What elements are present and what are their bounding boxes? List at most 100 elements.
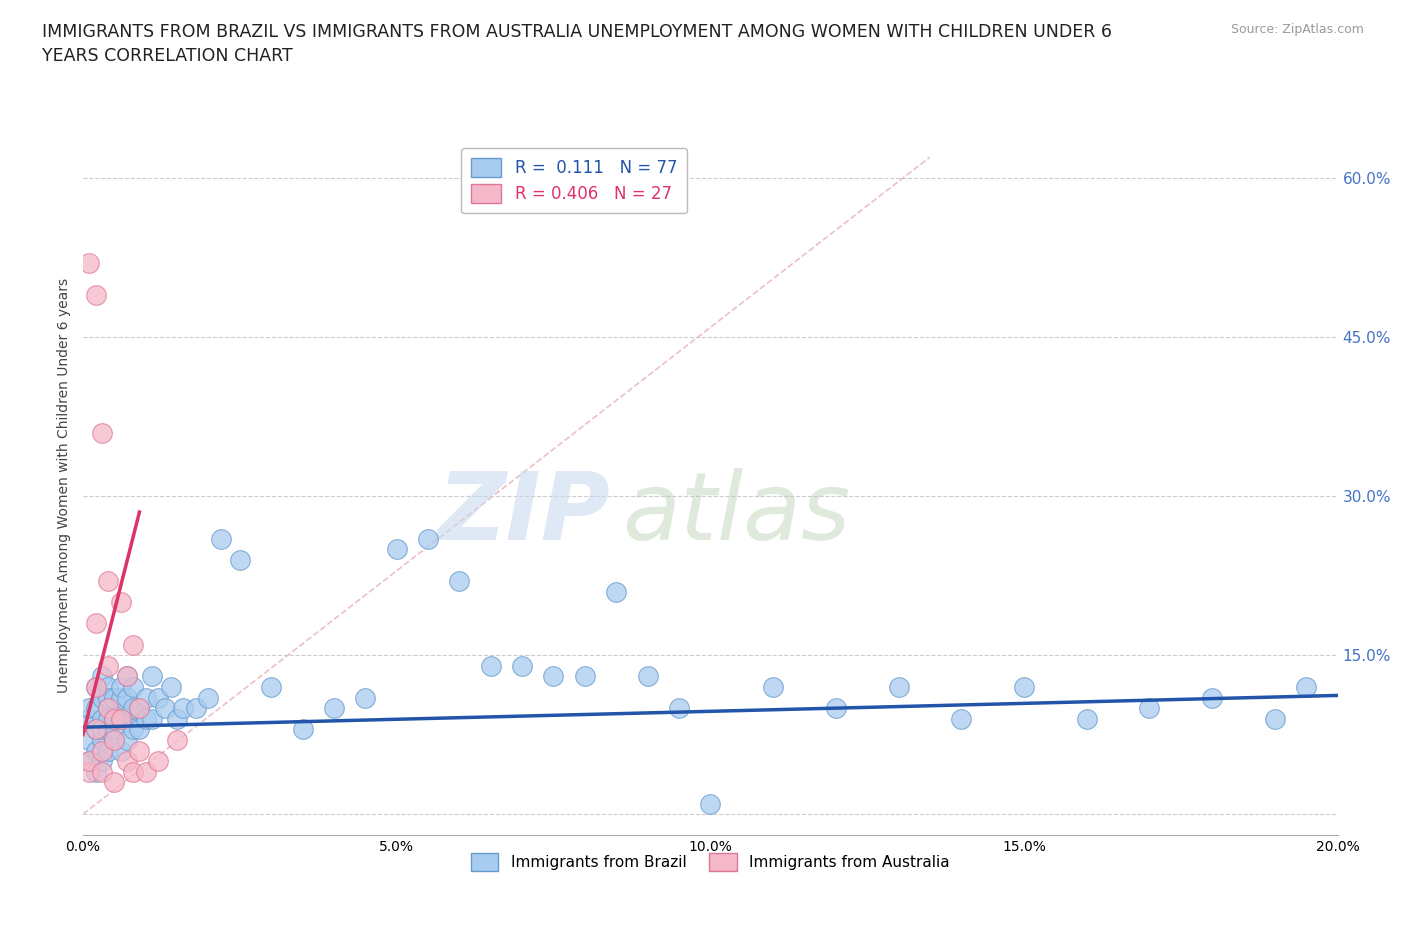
Text: atlas: atlas: [623, 468, 851, 559]
Point: [103, 775, 125, 790]
Point: [115, 669, 138, 684]
Point: [110, 680, 132, 695]
Point: [77, 753, 100, 768]
Point: [510, 658, 533, 673]
Point: [103, 733, 125, 748]
Point: [77, 764, 100, 779]
Point: [229, 552, 252, 567]
Point: [90, 722, 112, 737]
Point: [159, 680, 181, 695]
Point: [77, 733, 100, 748]
Point: [110, 690, 132, 705]
Point: [637, 669, 659, 684]
Point: [84, 764, 107, 779]
Point: [97, 743, 120, 758]
Point: [668, 700, 690, 715]
Point: [97, 680, 120, 695]
Point: [166, 711, 188, 726]
Point: [141, 711, 163, 726]
Point: [128, 722, 150, 737]
Point: [103, 711, 125, 726]
Point: [90, 753, 112, 768]
Point: [135, 711, 157, 726]
Point: [1264, 711, 1286, 726]
Point: [122, 680, 145, 695]
Text: ZIP: ZIP: [437, 468, 610, 560]
Point: [1201, 690, 1223, 705]
Point: [77, 256, 100, 271]
Point: [141, 669, 163, 684]
Point: [115, 690, 138, 705]
Point: [77, 711, 100, 726]
Point: [90, 733, 112, 748]
Point: [84, 680, 107, 695]
Point: [90, 743, 112, 758]
Y-axis label: Unemployment Among Women with Children Under 6 years: Unemployment Among Women with Children U…: [58, 278, 72, 693]
Point: [543, 669, 565, 684]
Text: Source: ZipAtlas.com: Source: ZipAtlas.com: [1230, 23, 1364, 36]
Point: [97, 700, 120, 715]
Point: [90, 425, 112, 440]
Point: [103, 690, 125, 705]
Point: [122, 700, 145, 715]
Point: [103, 711, 125, 726]
Point: [128, 743, 150, 758]
Point: [260, 680, 283, 695]
Point: [1139, 700, 1161, 715]
Point: [416, 531, 439, 546]
Point: [110, 711, 132, 726]
Point: [322, 700, 344, 715]
Point: [153, 700, 176, 715]
Point: [148, 753, 170, 768]
Point: [84, 616, 107, 631]
Text: IMMIGRANTS FROM BRAZIL VS IMMIGRANTS FROM AUSTRALIA UNEMPLOYMENT AMONG WOMEN WIT: IMMIGRANTS FROM BRAZIL VS IMMIGRANTS FRO…: [42, 23, 1112, 65]
Point: [605, 584, 627, 599]
Point: [197, 690, 219, 705]
Point: [699, 796, 721, 811]
Point: [172, 700, 194, 715]
Point: [97, 700, 120, 715]
Point: [115, 711, 138, 726]
Point: [184, 700, 207, 715]
Point: [1295, 680, 1317, 695]
Point: [824, 700, 846, 715]
Point: [84, 722, 107, 737]
Point: [97, 722, 120, 737]
Point: [97, 690, 120, 705]
Point: [122, 722, 145, 737]
Point: [90, 669, 112, 684]
Point: [90, 764, 112, 779]
Point: [122, 764, 145, 779]
Point: [115, 669, 138, 684]
Point: [103, 733, 125, 748]
Point: [90, 690, 112, 705]
Point: [135, 764, 157, 779]
Point: [84, 680, 107, 695]
Point: [110, 743, 132, 758]
Point: [354, 690, 377, 705]
Point: [84, 722, 107, 737]
Point: [115, 733, 138, 748]
Point: [479, 658, 502, 673]
Point: [950, 711, 973, 726]
Point: [135, 690, 157, 705]
Point: [110, 594, 132, 609]
Point: [148, 690, 170, 705]
Point: [1012, 680, 1035, 695]
Point: [90, 711, 112, 726]
Point: [97, 711, 120, 726]
Point: [385, 542, 408, 557]
Point: [128, 700, 150, 715]
Point: [128, 700, 150, 715]
Point: [115, 753, 138, 768]
Point: [103, 722, 125, 737]
Point: [84, 743, 107, 758]
Point: [84, 287, 107, 302]
Point: [762, 680, 785, 695]
Point: [77, 753, 100, 768]
Point: [84, 700, 107, 715]
Point: [77, 700, 100, 715]
Point: [84, 722, 107, 737]
Point: [97, 658, 120, 673]
Point: [122, 637, 145, 652]
